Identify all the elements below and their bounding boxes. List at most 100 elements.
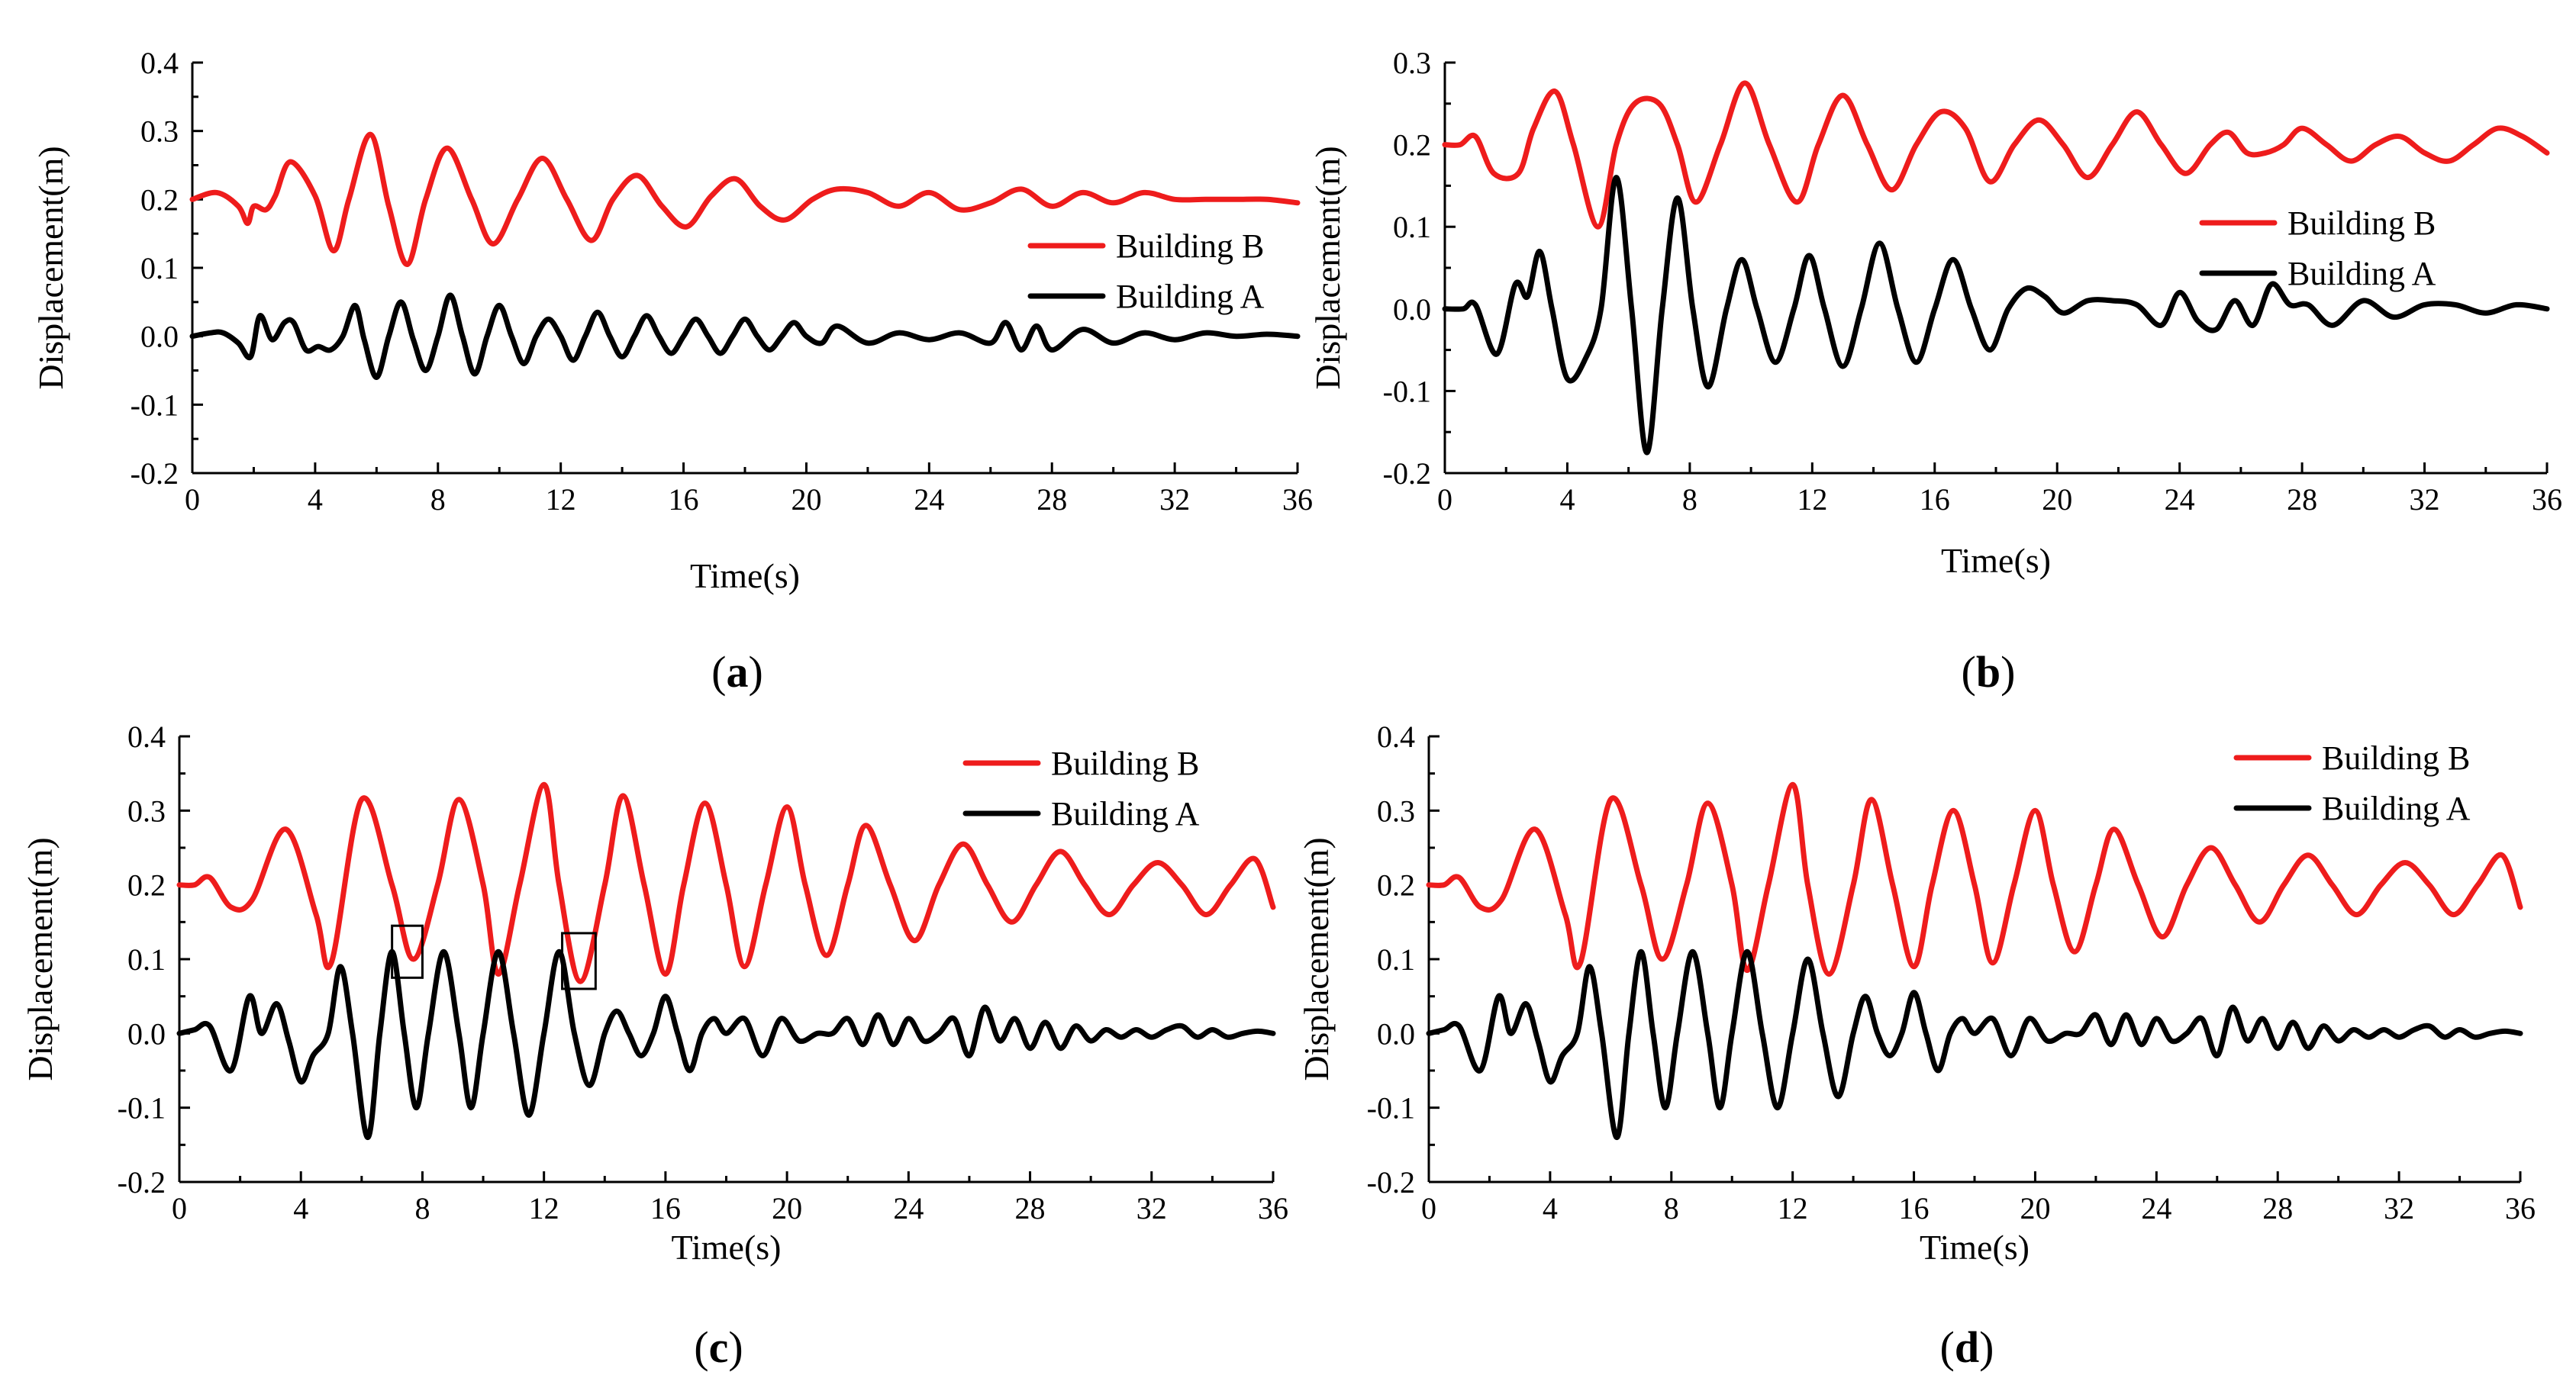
y-tick-label: 0.2 (140, 182, 179, 217)
x-tick-label: 20 (2020, 1191, 2050, 1225)
y-tick-label: 0.3 (127, 794, 166, 828)
series-line-building-a (176, 948, 1276, 1141)
y-tick-label: -0.1 (131, 388, 179, 422)
x-tick-label: 32 (2384, 1191, 2414, 1225)
y-tick-label: 0.1 (1393, 210, 1431, 244)
series-line-building-b (176, 781, 1276, 984)
x-tick-label: 32 (1136, 1191, 1167, 1225)
y-tick-label: 0.4 (127, 720, 166, 754)
x-tick-label: 12 (1797, 482, 1827, 517)
x-tick-label: 16 (669, 482, 699, 517)
y-tick-label: 0.2 (1393, 128, 1431, 163)
series-line-building-a (1442, 175, 2550, 456)
y-tick-label: 0.3 (140, 114, 179, 149)
y-tick-label: 0.1 (1377, 942, 1415, 977)
legend-label: Building A (2287, 255, 2436, 292)
x-tick-label: 20 (772, 1191, 802, 1225)
x-tick-label: 28 (2287, 482, 2317, 517)
y-axis-title: Displacement(m) (21, 837, 60, 1080)
legend-label: Building B (1051, 745, 1199, 782)
series-line-building-b (1442, 80, 2550, 230)
y-tick-label: -0.1 (118, 1091, 166, 1126)
x-tick-label: 36 (1282, 482, 1313, 517)
y-tick-label: 0.2 (127, 868, 166, 903)
y-tick-label: 0.1 (140, 251, 179, 285)
y-tick-label: 0.1 (127, 942, 166, 977)
x-tick-label: 36 (2505, 1191, 2536, 1225)
series-line-building-a (189, 292, 1301, 381)
y-tick-label: -0.2 (131, 456, 179, 491)
x-tick-label: 4 (308, 482, 323, 517)
y-tick-label: 0.0 (140, 320, 179, 354)
panel-label: (c) (694, 1322, 743, 1372)
series-line-building-b (1426, 781, 2523, 977)
y-tick-label: 0.0 (127, 1016, 166, 1051)
x-tick-label: 24 (2141, 1191, 2171, 1225)
x-tick-label: 16 (650, 1191, 681, 1225)
x-tick-label: 16 (1899, 1191, 1930, 1225)
x-tick-label: 32 (2410, 482, 2440, 517)
x-axis-title: Time(s) (690, 556, 800, 595)
annotation-box (561, 932, 597, 990)
y-axis-title: Displacement(m) (1297, 837, 1336, 1080)
legend-label: Building B (2287, 204, 2436, 242)
x-tick-label: 4 (1543, 1191, 1558, 1225)
legend-label: Building B (2322, 739, 2470, 777)
x-tick-label: 24 (914, 482, 944, 517)
y-tick-label: 0.4 (140, 46, 179, 80)
legend-label: Building A (1051, 795, 1200, 832)
x-axis-title: Time(s) (672, 1228, 782, 1267)
x-tick-label: 8 (1664, 1191, 1679, 1225)
x-tick-label: 0 (185, 482, 200, 517)
y-tick-label: -0.2 (1367, 1165, 1415, 1200)
y-tick-label: -0.2 (118, 1165, 166, 1200)
x-tick-label: 24 (2165, 482, 2195, 517)
y-axis-title: Displacement(m) (1308, 146, 1347, 389)
x-tick-label: 28 (1037, 482, 1067, 517)
annotation-box (391, 924, 424, 979)
x-tick-label: 0 (1437, 482, 1452, 517)
y-tick-label: 0.3 (1393, 46, 1431, 80)
y-axis-title: Displacement(m) (31, 146, 70, 389)
x-tick-label: 36 (2532, 482, 2562, 517)
chart-panel-a: 0 4 8 12 16 20 24 28 32 36 -0.2 -0.1 0.0 0.1 0.2 0.3 0.4… (31, 46, 1313, 697)
x-tick-label: 32 (1159, 482, 1190, 517)
legend-label: Building A (2322, 790, 2471, 827)
x-axis-title: Time(s) (1920, 1228, 2030, 1267)
x-axis-title: Time(s) (1941, 541, 2051, 580)
x-tick-label: 4 (293, 1191, 308, 1225)
x-tick-label: 24 (893, 1191, 924, 1225)
panel-label: (d) (1940, 1322, 1994, 1372)
panel-label: (b) (1962, 647, 2016, 697)
y-tick-label: 0.4 (1377, 720, 1415, 754)
x-tick-label: 20 (791, 482, 821, 517)
x-tick-label: 4 (1559, 482, 1575, 517)
x-tick-label: 28 (2262, 1191, 2293, 1225)
x-tick-label: 8 (1682, 482, 1697, 517)
x-tick-label: 0 (172, 1191, 187, 1225)
y-tick-label: -0.1 (1367, 1091, 1415, 1126)
y-tick-label: -0.1 (1383, 374, 1431, 408)
x-tick-label: 8 (414, 1191, 430, 1225)
y-tick-label: 0.0 (1393, 292, 1431, 327)
legend-label: Building B (1116, 227, 1264, 265)
chart-panel-b: 0 4 8 12 16 20 24 28 32 36 -0.2 -0.1 0.0 0.1 0.2 0.3 Tim… (1308, 46, 2562, 697)
x-tick-label: 12 (546, 482, 576, 517)
chart-panel-d: 0 4 8 12 16 20 24 28 32 36 -0.2 -0.1 0.0 0.1 0.2 0.3 0.4… (1297, 720, 2536, 1372)
legend-label: Building A (1116, 278, 1265, 315)
series-line-building-b (189, 131, 1301, 267)
x-tick-label: 12 (1778, 1191, 1808, 1225)
x-tick-label: 16 (1920, 482, 1950, 517)
y-tick-label: 0.0 (1377, 1016, 1415, 1051)
x-tick-label: 8 (430, 482, 446, 517)
series-line-building-a (1426, 948, 2523, 1141)
chart-panel-c: 0 4 8 12 16 20 24 28 32 36 -0.2 -0.1 0.0 0.1 0.2 0.3 0.4… (21, 720, 1288, 1372)
y-tick-label: 0.2 (1377, 868, 1415, 903)
x-tick-label: 36 (1258, 1191, 1288, 1225)
y-tick-label: 0.3 (1377, 794, 1415, 828)
x-tick-label: 12 (529, 1191, 559, 1225)
y-tick-label: -0.2 (1383, 456, 1431, 491)
x-tick-label: 20 (2042, 482, 2072, 517)
x-tick-label: 0 (1421, 1191, 1436, 1225)
